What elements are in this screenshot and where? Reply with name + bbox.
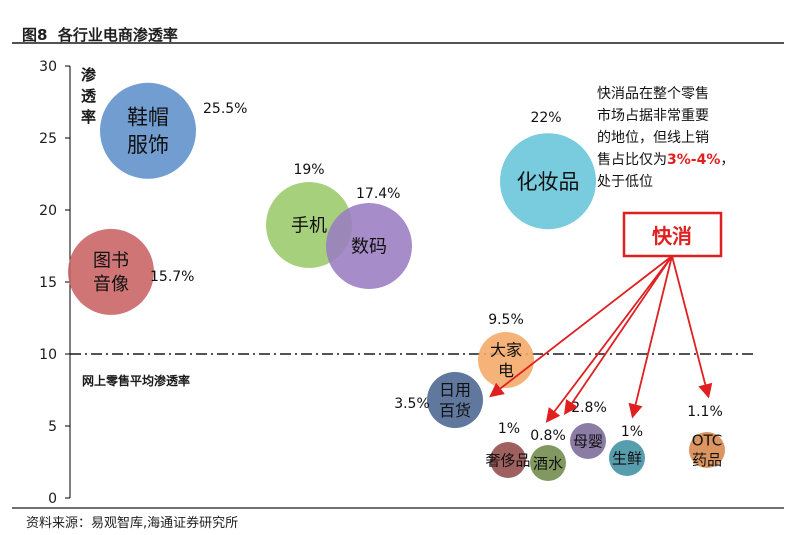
- bubble-name-label: 母婴: [573, 432, 603, 450]
- bubble-name-label: 鞋帽: [127, 106, 169, 130]
- y-tick-label: 15: [39, 275, 57, 291]
- reference-line-group: 网上零售平均渗透率: [70, 353, 756, 388]
- bubble-circle: [500, 133, 596, 230]
- figure-title: 各行业电商渗透率: [57, 26, 178, 44]
- source-note: 资料来源：易观智库,海通证券研究所: [26, 516, 239, 531]
- bubble-circle: [427, 372, 483, 428]
- bubble-name-label: 酒水: [533, 454, 563, 472]
- reference-line-label: 网上零售平均渗透率: [82, 373, 190, 388]
- y-axis: 0 5 10 15 20 25 30 渗透率: [39, 59, 97, 507]
- bubble-母婴: 母婴 2.8%: [570, 400, 607, 459]
- bubble-value-label: 22%: [530, 110, 561, 126]
- bubble-circle: [570, 423, 606, 459]
- bubble-value-label: 1%: [621, 424, 643, 440]
- bubble-奢侈品: 奢侈品 1%: [485, 421, 531, 478]
- bubble-name-label: 大家: [490, 340, 522, 359]
- bubble-数码: 数码 17.4%: [326, 186, 412, 289]
- annotation-line: 的地位，但线上销: [597, 130, 709, 146]
- y-tick-label: 10: [39, 347, 57, 363]
- bubble-circle: [689, 432, 725, 468]
- callout-arrow: [628, 255, 673, 419]
- callout-label: 快消: [652, 224, 692, 248]
- bubble-name-label: 日用: [439, 380, 471, 399]
- bubble-大家电: 大家电 9.5%: [478, 312, 534, 388]
- bubble-value-label: 9.5%: [488, 312, 524, 328]
- bubble-name-label: 手机: [291, 215, 327, 236]
- bubble-name-label: 奢侈品: [485, 451, 530, 469]
- bubble-circle: [100, 82, 196, 179]
- y-tick-label: 20: [39, 203, 57, 219]
- y-tick-label: 30: [39, 59, 57, 75]
- bubble-name-label: 音像: [93, 274, 129, 295]
- bubble-value-label: 2.8%: [571, 400, 607, 416]
- callout-arrow: [671, 255, 713, 399]
- annotation-line: 处于低位: [597, 174, 653, 190]
- bubble-value-label: 17.4%: [356, 186, 400, 202]
- bubble-name-label: 图书: [93, 251, 129, 272]
- callout-arrow: [563, 255, 673, 415]
- bubble-circle: [530, 445, 566, 481]
- bubble-name-label: 药品: [692, 451, 722, 469]
- bubble-circle: [490, 442, 526, 478]
- figure-heading: 图8 各行业电商渗透率: [22, 24, 178, 45]
- y-tick-label: 0: [48, 491, 57, 507]
- bubble-value-label: 3.5%: [394, 396, 430, 412]
- bubble-name-label: 电: [498, 361, 514, 380]
- annotation-line: 市场占据非常重要: [597, 107, 709, 124]
- bubble-name-label: 服饰: [127, 133, 169, 157]
- y-tick-label: 5: [48, 419, 57, 435]
- bubble-value-label: 15.7%: [150, 269, 194, 285]
- bubble-生鲜: 生鲜 1%: [609, 424, 645, 476]
- bubble-name-label: 化妆品: [517, 170, 580, 194]
- bubble-value-label: 0.8%: [530, 428, 566, 444]
- bubble-酒水: 酒水 0.8%: [530, 428, 566, 481]
- bubble-circle: [68, 228, 154, 315]
- bubble-value-label: 19%: [293, 162, 324, 178]
- callout-arrow: [545, 255, 673, 423]
- y-axis-label: 渗透率: [81, 66, 97, 126]
- y-tick-label: 25: [39, 131, 57, 147]
- annotation-line: 售占比仅为3%-4%，: [597, 152, 734, 168]
- bubble-name-label: 数码: [351, 236, 387, 257]
- bubble-name-label: 生鲜: [612, 449, 642, 467]
- bubble-化妆品: 化妆品 22%: [500, 110, 596, 230]
- bubble-circle: [326, 203, 412, 289]
- bubble-value-label: 1%: [498, 421, 520, 437]
- bubble-value-label: 1.1%: [687, 404, 723, 420]
- annotation-line: 快消品在整个零售: [597, 86, 709, 102]
- callout-arrow: [489, 255, 673, 398]
- bubble-name-label: OTC: [692, 432, 723, 450]
- figure-label: 图8: [22, 26, 48, 44]
- bubble-name-label: 百货: [439, 401, 471, 420]
- bubble-value-label: 25.5%: [203, 101, 247, 117]
- bubble-circle: [609, 440, 645, 476]
